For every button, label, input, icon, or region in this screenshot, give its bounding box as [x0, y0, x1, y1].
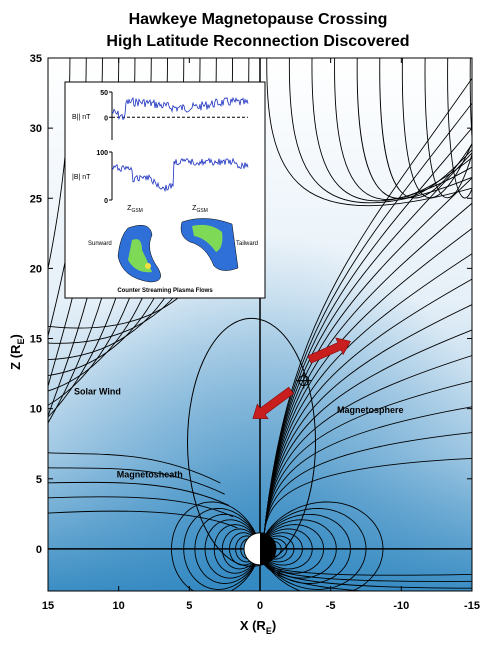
field-line [263, 564, 472, 582]
axis-label-part: ) [8, 334, 23, 338]
zgsm-main: Z [192, 205, 197, 212]
y-tick-label: 15 [30, 334, 42, 346]
x-tick-label: -10 [393, 600, 409, 612]
zgsm-label: ZGSM [127, 205, 143, 214]
region-label: Solar Wind [74, 387, 121, 397]
field-line [263, 406, 472, 534]
field-line [263, 329, 472, 534]
direction-label: Tailward [236, 241, 258, 247]
field-line [356, 58, 472, 199]
x-tick-label: 10 [113, 600, 125, 612]
spacecraft-marker [295, 372, 312, 389]
field-line [48, 510, 238, 529]
field-line [424, 58, 472, 198]
axis-label-part: Z (R [8, 344, 23, 370]
panel-tick-label: 0 [104, 115, 108, 122]
axis-label-sub: E [16, 339, 26, 345]
field-line [48, 496, 234, 518]
axis-label: X (RE) [240, 618, 276, 636]
field-line [48, 467, 225, 495]
field-line [263, 432, 472, 534]
x-tick-label: 5 [186, 600, 192, 612]
zgsm-sub: GSM [131, 208, 142, 214]
panel-label: B|| nT [72, 114, 91, 121]
y-tick-label: 0 [36, 544, 42, 556]
field-line [48, 481, 230, 506]
field-line [263, 278, 472, 534]
region-label: Magnetosphere [337, 405, 404, 415]
y-tick-label: 35 [30, 53, 42, 65]
field-line [401, 58, 472, 199]
y-tick-label: 25 [30, 193, 42, 205]
field-line [263, 304, 472, 534]
field-line [263, 458, 472, 534]
flow-arrow [252, 386, 294, 419]
panel-tick-label: 50 [100, 90, 108, 97]
zgsm-sub: GSM [196, 208, 207, 214]
x-tick-label: 15 [42, 600, 54, 612]
y-tick-label: 30 [30, 123, 42, 135]
region-label: Magnetosheath [117, 469, 183, 479]
panel-tick-label: 100 [96, 150, 108, 157]
field-line [263, 355, 472, 534]
title-line: High Latitude Reconnection Discovered [106, 33, 409, 50]
field-line [469, 58, 472, 144]
axis-label: Z (RE) [8, 334, 26, 370]
earth-night [260, 532, 276, 565]
trace [111, 157, 249, 193]
field-line [263, 380, 472, 534]
orbit [187, 317, 317, 567]
field-line [48, 452, 221, 484]
distribution-core [192, 224, 223, 252]
axis-label-part: X (R [240, 618, 267, 633]
x-tick-label: -15 [464, 600, 480, 612]
flow-arrow-shape [252, 386, 294, 419]
flow-arrow-shape [307, 337, 351, 364]
direction-label: Sunward [88, 241, 112, 247]
y-tick-label: 20 [30, 263, 42, 275]
title-line: Hawkeye Magnetopause Crossing [129, 11, 388, 28]
axis-label-part: ) [272, 618, 276, 633]
field-line [266, 58, 472, 207]
y-tick-label: 10 [30, 404, 42, 416]
field-line [288, 58, 472, 204]
zgsm-main: Z [127, 205, 132, 212]
field-line [379, 58, 472, 199]
inset-caption: Counter Streaming Plasma Flows [117, 288, 213, 294]
panel-tick-label: 0 [104, 198, 108, 205]
field-line [263, 77, 472, 534]
flow-arrow [307, 337, 351, 364]
axis-label-sub: E [266, 626, 272, 636]
panel-label: |B| nT [72, 174, 91, 181]
field-line [263, 564, 472, 589]
y-tick-label: 5 [36, 474, 42, 486]
trace [111, 96, 249, 121]
field-line [263, 564, 472, 576]
distribution-peak [145, 263, 151, 269]
field-line [263, 564, 369, 591]
zgsm-label: ZGSM [192, 205, 208, 214]
field-line [447, 58, 472, 199]
field-line [311, 58, 472, 202]
x-tick-label: 0 [257, 600, 263, 612]
x-tick-label: -5 [326, 600, 336, 612]
